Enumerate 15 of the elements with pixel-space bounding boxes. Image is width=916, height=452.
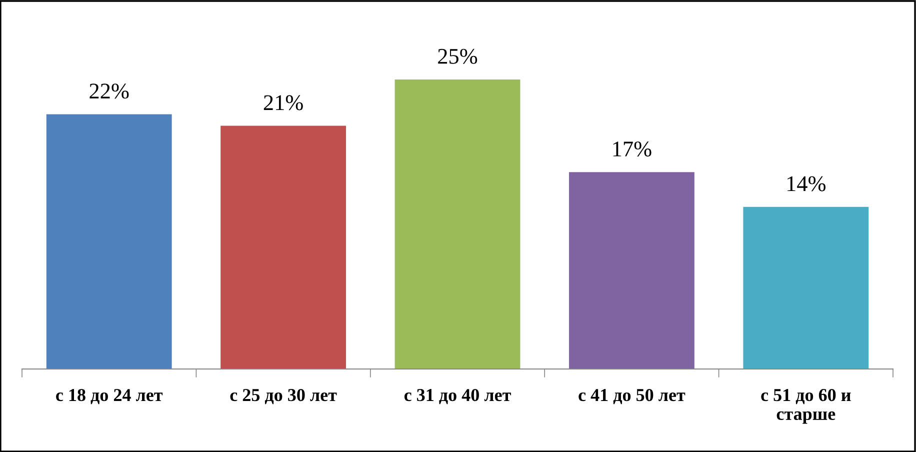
x-tick-label: с 18 до 24 лет <box>56 388 163 404</box>
x-tick-label: с 31 до 40 лет <box>404 388 511 404</box>
data-label: 14% <box>787 176 826 192</box>
bar <box>394 79 520 369</box>
data-label: 25% <box>438 48 478 64</box>
data-label: 22% <box>90 84 129 99</box>
data-label: 21% <box>264 95 303 110</box>
x-tick-label: с 41 до 50 лет <box>578 388 686 404</box>
bar <box>743 206 869 369</box>
data-label: 17% <box>613 142 652 157</box>
x-tick-label: с 25 до 30 лет <box>230 388 337 404</box>
bar <box>568 172 694 369</box>
bar <box>46 114 172 369</box>
x-tick-label: с 51 до 60 и старше <box>761 388 851 424</box>
bar <box>220 126 346 369</box>
